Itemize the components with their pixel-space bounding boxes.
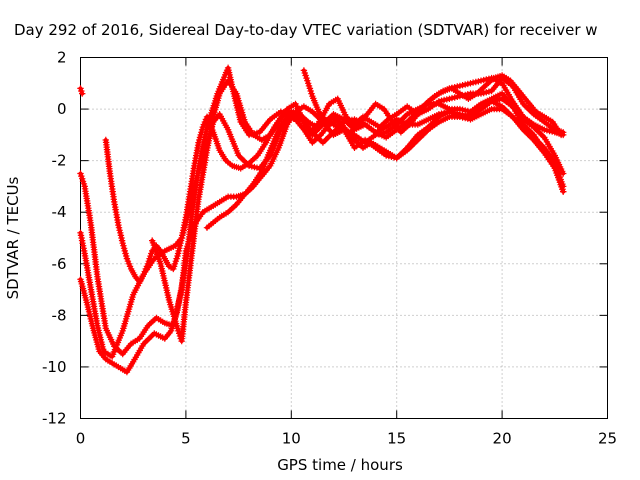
x-tick-label: 10	[282, 430, 301, 448]
y-tick-label: 0	[57, 100, 67, 118]
data-point	[560, 170, 567, 177]
y-tick-label: -6	[52, 255, 67, 273]
x-tick-label: 20	[493, 430, 512, 448]
x-axis-label: GPS time / hours	[277, 456, 403, 474]
series-track-8	[77, 85, 86, 97]
y-tick-label: 2	[57, 49, 67, 67]
chart-title: Day 292 of 2016, Sidereal Day-to-day VTE…	[14, 21, 598, 39]
y-tick-label: -8	[52, 306, 67, 324]
series-track-4	[102, 74, 567, 285]
data-point	[557, 131, 565, 139]
series-track-5	[149, 74, 567, 345]
data-point	[560, 188, 567, 195]
axis-ticks	[80, 57, 608, 419]
series-track-7	[300, 67, 565, 139]
series-group	[77, 64, 567, 376]
y-tick-label: -2	[52, 152, 67, 170]
x-tick-label: 25	[598, 430, 617, 448]
y-tick-label: -12	[42, 410, 67, 428]
y-axis-label: SDTVAR / TECUs	[4, 176, 22, 299]
x-tick-label: 5	[181, 430, 191, 448]
data-point	[79, 90, 86, 97]
x-tick-label: 15	[387, 430, 406, 448]
x-tick-label: 0	[76, 430, 86, 448]
y-tick-label: -10	[42, 358, 67, 376]
axis-tick-labels: 0 5 10 15 20 25 -12 -10 -8 -6 -4 -2 0 2	[42, 49, 617, 448]
series-track-6	[203, 105, 567, 231]
y-tick-label: -4	[52, 203, 67, 221]
